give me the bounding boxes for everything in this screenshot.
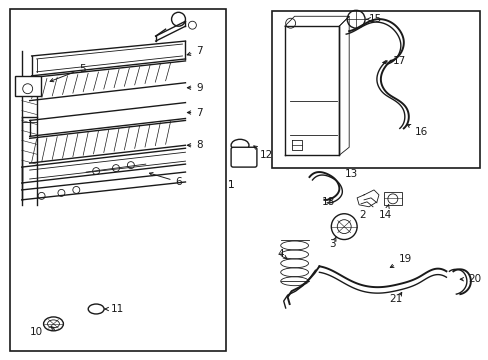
FancyBboxPatch shape — [231, 147, 256, 167]
Text: 7: 7 — [187, 108, 203, 117]
Text: 4: 4 — [277, 249, 286, 260]
Text: 18: 18 — [321, 197, 334, 207]
Text: 1: 1 — [228, 180, 234, 190]
Text: 11: 11 — [105, 304, 124, 314]
Text: 10: 10 — [30, 327, 43, 337]
Text: 15: 15 — [366, 14, 382, 24]
Text: 2: 2 — [358, 210, 365, 220]
Text: 16: 16 — [407, 124, 427, 138]
Text: 17: 17 — [382, 56, 405, 66]
Bar — [15, 76, 41, 96]
Text: 14: 14 — [378, 204, 391, 220]
Bar — [383, 192, 401, 205]
Text: 9: 9 — [187, 83, 203, 93]
Text: 20: 20 — [459, 274, 480, 284]
Text: 1: 1 — [228, 180, 234, 190]
Text: 19: 19 — [389, 255, 411, 267]
Bar — [271, 11, 479, 168]
Bar — [10, 9, 225, 351]
Text: 7: 7 — [187, 46, 203, 56]
Text: 21: 21 — [388, 294, 401, 304]
Text: 13: 13 — [344, 169, 357, 179]
Text: 12: 12 — [253, 146, 273, 160]
Text: 5: 5 — [50, 64, 86, 82]
Text: 3: 3 — [328, 237, 336, 249]
Text: 8: 8 — [187, 140, 203, 150]
Text: 6: 6 — [149, 172, 182, 187]
